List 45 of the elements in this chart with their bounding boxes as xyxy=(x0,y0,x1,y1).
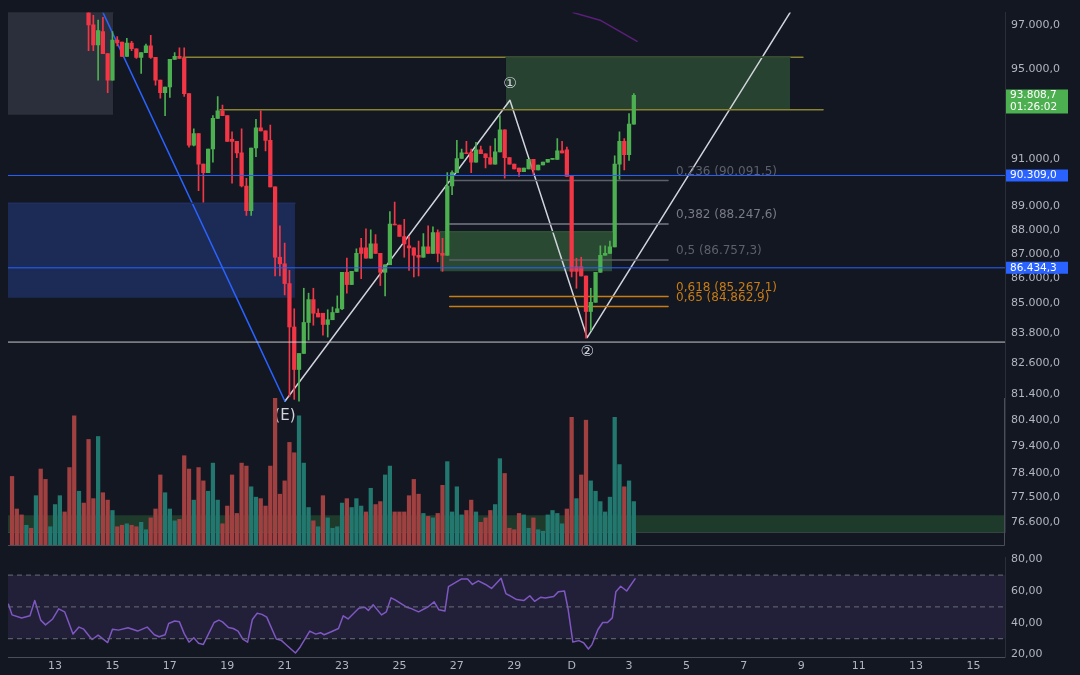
y-tick-label: 91.000,0 xyxy=(1011,152,1060,166)
x-tick-label: 3 xyxy=(625,659,633,673)
y-tick-label: 89.000,0 xyxy=(1011,199,1060,213)
y-tick-label: 81.400,0 xyxy=(1011,387,1060,401)
y-tick-label: 60,00 xyxy=(1011,583,1043,597)
y-tick-label: 97.000,0 xyxy=(1011,17,1060,31)
x-tick-label: 23 xyxy=(335,659,350,673)
y-tick-label: 86.000,0 xyxy=(1011,271,1060,285)
y-tick-label: 95.000,0 xyxy=(1011,61,1060,75)
annotation: ② xyxy=(580,342,594,361)
x-tick-label: 5 xyxy=(682,659,690,673)
y-tick-label: 87.000,0 xyxy=(1011,246,1060,260)
x-tick-label: D xyxy=(567,659,576,673)
x-tick-label: 21 xyxy=(277,659,292,673)
x-tick-label: 29 xyxy=(507,659,522,673)
y-tick-label: 85.000,0 xyxy=(1011,295,1060,309)
x-tick-label: 9 xyxy=(797,659,805,673)
y-tick-label: 80.400,0 xyxy=(1011,413,1060,427)
y-tick-label: 76.600,0 xyxy=(1011,515,1060,529)
x-tick-label: 15 xyxy=(966,659,981,673)
y-tick-label: 83.800,0 xyxy=(1011,325,1060,339)
annotation: ① xyxy=(503,74,517,93)
y-tick-label: 80,00 xyxy=(1011,552,1043,566)
annotation: 0,382 (88.247,6) xyxy=(676,207,778,222)
y-tick-label: 79.400,0 xyxy=(1011,439,1060,453)
x-tick-label: 13 xyxy=(909,659,924,673)
text: 01:26:02 xyxy=(1010,100,1058,113)
y-tick-label: 77.500,0 xyxy=(1011,490,1060,504)
y-tick-label: 88.000,0 xyxy=(1011,222,1060,236)
x-tick-label: 27 xyxy=(449,659,464,673)
x-tick-label: 13 xyxy=(48,659,63,673)
x-tick-label: 11 xyxy=(851,659,866,673)
annotation: 0,5 (86.757,3) xyxy=(676,243,762,258)
ref-line-label: 86.434,3 xyxy=(1010,260,1057,273)
y-tick-label: 78.400,0 xyxy=(1011,466,1060,480)
x-tick-label: 19 xyxy=(220,659,235,673)
x-tick-label: 7 xyxy=(740,659,748,673)
y-tick-label: 82.600,0 xyxy=(1011,356,1060,370)
x-tick-label: 25 xyxy=(392,659,407,673)
y-tick-label: 40,00 xyxy=(1011,615,1043,629)
x-tick-label: 17 xyxy=(162,659,177,673)
ref-line-label: 90.309,0 xyxy=(1010,168,1057,181)
x-tick-label: 15 xyxy=(105,659,120,673)
y-tick-label: 20,00 xyxy=(1011,647,1043,661)
text: 93.808,7 xyxy=(1010,88,1057,101)
